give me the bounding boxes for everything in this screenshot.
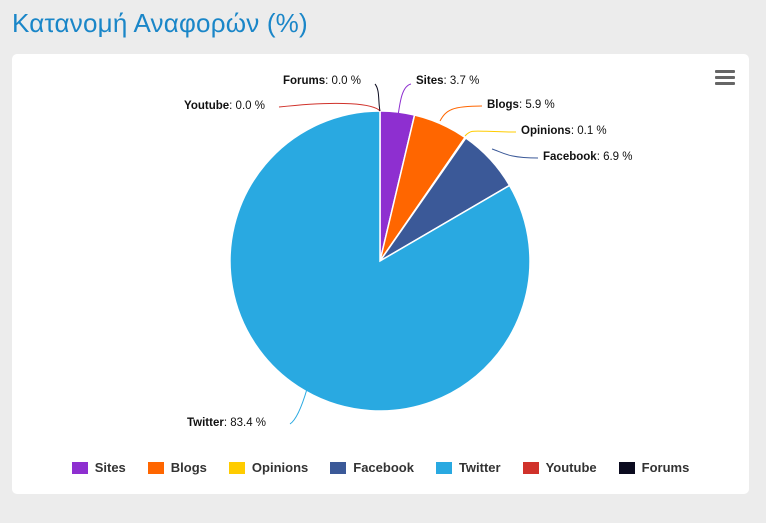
data-label-blogs: Blogs: 5.9 % [487,99,555,111]
legend-swatch-twitter [435,461,452,474]
legend-item-blogs[interactable]: Blogs [147,460,207,475]
data-label-value-blogs: : 5.9 % [519,99,555,111]
data-label-youtube: Youtube: 0.0 % [184,100,265,112]
data-label-value-forums: : 0.0 % [325,75,361,87]
hamburger-menu-icon[interactable] [715,70,735,86]
legend-label-opinions: Opinions [251,460,309,475]
data-label-forums: Forums: 0.0 % [283,75,361,87]
legend-item-opinions[interactable]: Opinions [228,460,309,475]
data-label-name-facebook: Facebook [543,151,597,163]
connector-opinions [464,130,517,137]
legend-swatch-youtube [522,461,539,474]
data-label-name-sites: Sites [416,75,444,87]
connector-twitter [289,388,308,425]
legend-swatch-blogs [147,461,164,474]
legend-swatch-opinions [228,461,245,474]
data-label-value-opinions: : 0.1 % [571,125,607,137]
legend-item-sites[interactable]: Sites [71,460,126,475]
data-label-sites: Sites: 3.7 % [416,75,479,87]
legend-swatch-sites [71,461,88,474]
data-label-name-blogs: Blogs [487,99,519,111]
chart-legend: Sites Blogs Opinions Facebook Twitter Youtube… [12,460,749,475]
connector-sites [397,83,412,117]
chart-card: Sites: 3.7 % Blogs: 5.9 % Opinions: 0.1 % F… [12,54,749,494]
connector-facebook [491,148,539,159]
data-label-name-twitter: Twitter [187,417,224,429]
pie-chart: Sites: 3.7 % Blogs: 5.9 % Opinions: 0.1 % F… [184,75,633,429]
legend-label-sites: Sites [94,460,126,475]
data-label-value-youtube: : 0.0 % [229,100,265,112]
data-label-value-twitter: : 83.4 % [224,417,266,429]
legend-swatch-facebook [330,461,347,474]
connector-youtube [278,102,381,112]
legend-item-facebook[interactable]: Facebook [330,460,414,475]
page-title: Κατανομή Αναφορών (%) [12,8,308,38]
pie-slice-twitter[interactable] [229,110,531,412]
data-label-name-opinions: Opinions [521,125,571,137]
data-label-value-sites: : 3.7 % [444,75,480,87]
legend-label-twitter: Twitter [458,460,501,475]
connector-forums [374,83,381,112]
legend-swatch-forums [618,461,635,474]
data-label-facebook: Facebook: 6.9 % [543,151,633,163]
legend-item-forums[interactable]: Forums [618,460,690,475]
data-label-name-youtube: Youtube [184,100,229,112]
legend-item-youtube[interactable]: Youtube [522,460,597,475]
legend-label-forums: Forums [641,460,690,475]
legend-label-blogs: Blogs [170,460,207,475]
data-label-name-forums: Forums [283,75,325,87]
legend-item-twitter[interactable]: Twitter [435,460,501,475]
legend-label-facebook: Facebook [353,460,414,475]
legend-label-youtube: Youtube [545,460,597,475]
connector-blogs [439,105,483,122]
data-label-twitter: Twitter: 83.4 % [187,417,266,429]
data-label-opinions: Opinions: 0.1 % [521,125,607,137]
data-label-value-facebook: : 6.9 % [597,151,633,163]
